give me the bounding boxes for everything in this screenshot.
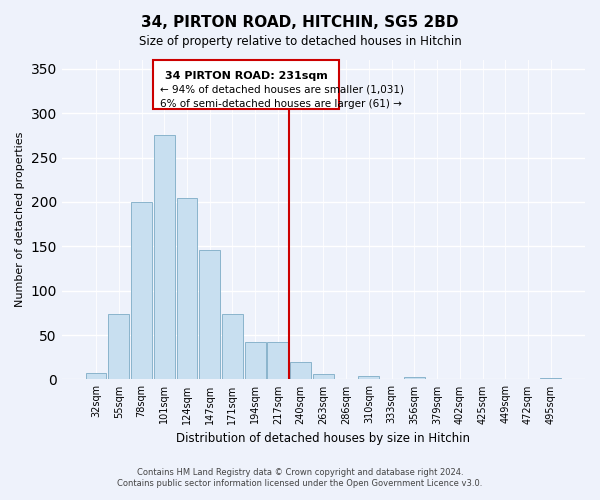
Bar bbox=[199, 250, 220, 380]
Bar bbox=[245, 342, 266, 380]
Bar bbox=[109, 314, 129, 380]
Text: 6% of semi-detached houses are larger (61) →: 6% of semi-detached houses are larger (6… bbox=[160, 99, 401, 109]
Bar bbox=[290, 362, 311, 380]
Bar bbox=[86, 373, 106, 380]
Bar bbox=[313, 374, 334, 380]
FancyBboxPatch shape bbox=[153, 60, 340, 109]
Bar bbox=[131, 202, 152, 380]
Text: Size of property relative to detached houses in Hitchin: Size of property relative to detached ho… bbox=[139, 35, 461, 48]
Bar bbox=[154, 136, 175, 380]
Text: 34, PIRTON ROAD, HITCHIN, SG5 2BD: 34, PIRTON ROAD, HITCHIN, SG5 2BD bbox=[141, 15, 459, 30]
Bar bbox=[222, 314, 243, 380]
Bar bbox=[404, 377, 425, 380]
Bar bbox=[541, 378, 561, 380]
Text: ← 94% of detached houses are smaller (1,031): ← 94% of detached houses are smaller (1,… bbox=[160, 85, 404, 95]
Bar bbox=[358, 376, 379, 380]
Bar bbox=[176, 198, 197, 380]
Bar bbox=[268, 342, 289, 380]
Text: 34 PIRTON ROAD: 231sqm: 34 PIRTON ROAD: 231sqm bbox=[165, 70, 328, 81]
Y-axis label: Number of detached properties: Number of detached properties bbox=[15, 132, 25, 308]
X-axis label: Distribution of detached houses by size in Hitchin: Distribution of detached houses by size … bbox=[176, 432, 470, 445]
Text: Contains HM Land Registry data © Crown copyright and database right 2024.
Contai: Contains HM Land Registry data © Crown c… bbox=[118, 468, 482, 487]
